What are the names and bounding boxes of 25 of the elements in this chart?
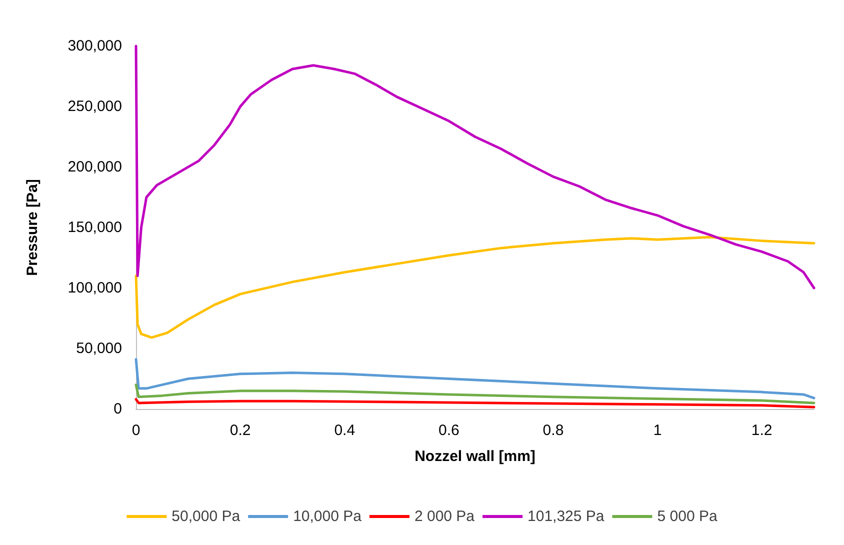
- y-tick-label: 150,000: [68, 219, 122, 236]
- y-tick-label: 200,000: [68, 158, 122, 176]
- y-tick-label: 300,000: [68, 38, 122, 54]
- line-series: [134, 384, 816, 404]
- y-tick-label: 50,000: [76, 340, 122, 357]
- legend-label: 50,000 Pa: [172, 508, 241, 525]
- y-tick-label: 100,000: [68, 280, 122, 296]
- x-tick-label: 1: [653, 422, 662, 439]
- x-tick-label: 0.4: [334, 422, 356, 439]
- line-series: [134, 44, 816, 290]
- x-tick-label: 0.6: [438, 422, 460, 439]
- line-series: [134, 358, 816, 400]
- x-tick-label: 1.2: [751, 422, 772, 439]
- x-tick-label: 0: [132, 422, 140, 439]
- x-tick-label: 0.2: [230, 422, 251, 439]
- y-tick-label: 0: [114, 400, 122, 418]
- legend-label: 101,325 Pa: [528, 508, 605, 525]
- x-tick-label: 0.8: [542, 422, 564, 439]
- legend-label: 2 000 Pa: [414, 508, 476, 525]
- legend-label: 5 000 Pa: [657, 508, 718, 525]
- y-tick-label: 250,000: [68, 98, 122, 115]
- legend-label: 10,000 Pa: [293, 508, 362, 525]
- x-axis-title: Nozzel wall [mm]: [414, 448, 536, 465]
- y-axis-title: Pressure [Pa]: [24, 179, 41, 276]
- line-series: [134, 236, 816, 339]
